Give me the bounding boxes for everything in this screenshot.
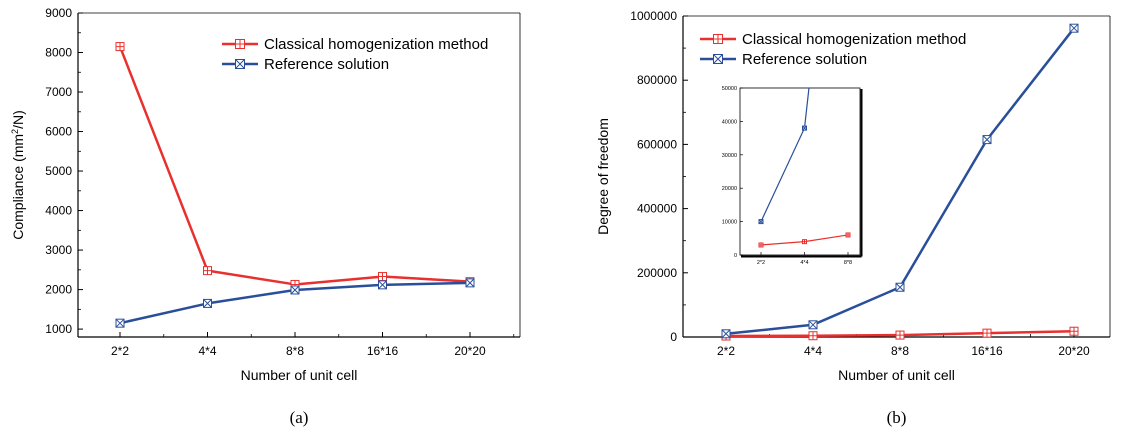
series-1 (115, 278, 475, 328)
data-point-glyph (115, 318, 125, 328)
data-point-glyph (808, 320, 818, 330)
x-tick-label: 8*8 (286, 344, 304, 358)
data-point-glyph (378, 272, 387, 281)
data-point-glyph (721, 329, 731, 339)
inset-data-point-glyph (758, 219, 764, 224)
inset-y-tick-label: 10000 (722, 220, 737, 226)
inset-data-point-glyph (802, 125, 807, 131)
y-tick-label: 9000 (45, 6, 72, 20)
legend-label: Reference solution (264, 56, 389, 73)
y-tick-label: 5000 (45, 164, 72, 178)
x-tick-label: 16*16 (367, 344, 399, 358)
inset-y-tick-label: 30000 (722, 153, 737, 159)
chart-0: 1000 2000 3000 4000 5000 6000 7000 8000 9000 2*2 4… (10, 6, 521, 427)
inset-plot-area (758, 88, 851, 248)
series-line (118, 46, 471, 286)
x-axis-label: Number of unit cell (838, 367, 955, 383)
data-point-glyph (895, 282, 905, 292)
inset-data-point-glyph (802, 239, 807, 244)
y-tick-label: 7000 (45, 85, 72, 99)
data-point-glyph (1070, 327, 1078, 336)
x-tick-label: 2*2 (111, 344, 129, 358)
inset-x-tick-label: 8*8 (844, 260, 852, 266)
y-tick-label: 200000 (637, 266, 677, 280)
inset-chart: 0 10000 20000 30000 40000 50000 2*2 4*4 8*8 (722, 86, 863, 266)
legend-label: Classical homogenization method (264, 36, 488, 53)
legend: Classical homogenization method Reference… (222, 36, 488, 73)
x-tick-label: 20*20 (1058, 344, 1090, 358)
inset-y-tick-label: 0 (734, 253, 737, 259)
data-point-glyph (203, 266, 212, 275)
data-point-glyph (116, 42, 124, 51)
inset-data-point-glyph (846, 232, 850, 237)
y-tick-label: 8000 (45, 46, 72, 60)
data-point-glyph (809, 331, 817, 340)
y-tick-label: 6000 (45, 125, 72, 139)
y-tick-label: 0 (670, 330, 677, 344)
data-point-glyph (983, 329, 991, 338)
y-tick-label: 1000 (45, 322, 72, 336)
y-tick-label: 4000 (45, 204, 72, 218)
inset-data-point-glyph (759, 242, 763, 247)
x-tick-label: 4*4 (198, 344, 216, 358)
x-tick-label: 8*8 (891, 344, 909, 358)
legend-swatch-marker-glyph (713, 34, 723, 44)
figure-caption: (a) (290, 408, 309, 427)
y-tick-label: 800000 (637, 73, 677, 87)
y-tick-label: 2000 (45, 283, 72, 297)
x-tick-label: 16*16 (971, 344, 1003, 358)
inset-x-tick-label: 2*2 (757, 260, 765, 266)
series-1 (721, 23, 1079, 339)
data-point-glyph (203, 299, 212, 308)
x-tick-label: 2*2 (717, 344, 735, 358)
inset-x-tick-label: 4*4 (800, 260, 808, 266)
y-tick-label: 400000 (637, 202, 677, 216)
legend: Classical homogenization method Reference… (700, 31, 966, 68)
x-tick-label: 4*4 (804, 344, 822, 358)
legend-label: Reference solution (742, 51, 867, 68)
y-tick-label: 3000 (45, 243, 72, 257)
inset-y-tick-label: 20000 (722, 186, 737, 192)
figure-caption: (b) (887, 408, 907, 427)
data-point-glyph (1069, 23, 1079, 33)
series-0 (115, 42, 475, 289)
inset-y-tick-label: 40000 (722, 119, 737, 125)
x-tick-label: 20*20 (454, 344, 486, 358)
data-point-glyph (378, 280, 387, 290)
data-point-glyph (982, 135, 992, 144)
legend-swatch-marker-glyph (235, 39, 245, 49)
x-axis-label: Number of unit cell (241, 367, 358, 383)
inset-y-tick-label: 50000 (722, 86, 737, 92)
data-point-glyph (465, 278, 475, 288)
y-axis-label: Degree of freedom (595, 118, 611, 235)
y-axis-label: Compliance (mm2/N) (10, 110, 26, 240)
data-point-glyph (896, 331, 904, 340)
y-tick-label: 600000 (637, 137, 677, 151)
data-point-glyph (290, 285, 300, 295)
legend-label: Classical homogenization method (742, 31, 966, 48)
legend-swatch-marker-glyph (235, 59, 245, 69)
legend-swatch-marker-glyph (713, 54, 723, 64)
y-tick-label: 1000000 (630, 9, 677, 23)
inset-frame (739, 87, 861, 256)
